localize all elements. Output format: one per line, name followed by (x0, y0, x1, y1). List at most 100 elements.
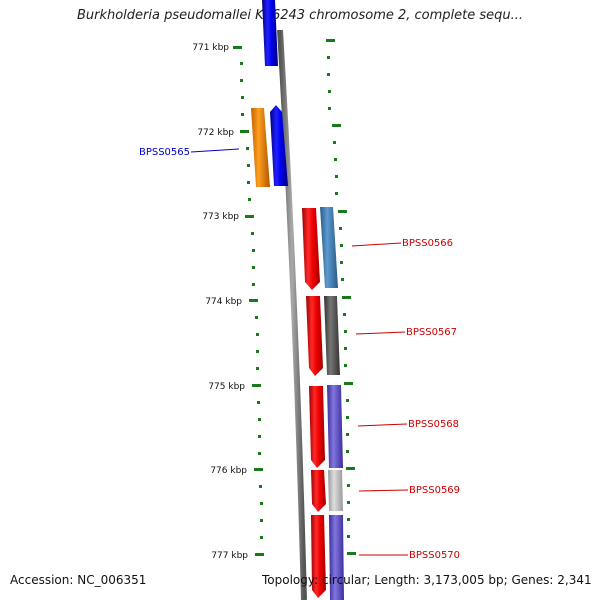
tick-minor (346, 416, 349, 419)
gene-label-bpss0568[interactable]: BPSS0568 (408, 419, 459, 430)
tick-minor (346, 450, 349, 453)
tick-minor (347, 518, 350, 521)
tick-major (249, 299, 258, 302)
topology-text: Topology: circular; Length: 3,173,005 bp… (262, 573, 592, 587)
tick-label: 771 kbp (192, 43, 229, 53)
reverse-strand-genes (302, 208, 326, 598)
tick-label: 776 kbp (210, 466, 247, 476)
tick-minor (341, 278, 344, 281)
tick-minor (347, 501, 350, 504)
tick-minor (334, 158, 337, 161)
tick-major (245, 215, 254, 218)
gene-feature-bpss0569[interactable] (311, 470, 326, 512)
forward-strand-genes (251, 0, 288, 187)
leader-line-bpss0569 (358, 489, 409, 492)
tick-minor (257, 401, 260, 404)
leader-line-bpss0567 (355, 331, 406, 335)
tick-minor (256, 350, 259, 353)
gene-feature-bpss0568[interactable] (309, 386, 325, 468)
tick-minor (344, 347, 347, 350)
tick-minor (335, 192, 338, 195)
cog-feature-bpss0570[interactable] (329, 515, 344, 600)
gene-label-bpss0569[interactable]: BPSS0569 (409, 485, 460, 496)
tick-minor (344, 364, 347, 367)
tick-minor (255, 316, 258, 319)
cog-feature-bpss0566[interactable] (320, 207, 338, 288)
leader-line-bpss0565 (190, 148, 240, 153)
tick-major (342, 296, 351, 299)
tick-minor (328, 90, 331, 93)
tick-minor (327, 73, 330, 76)
tick-minor (340, 261, 343, 264)
tick-minor (333, 141, 336, 144)
tick-minor (346, 399, 349, 402)
tick-label: 773 kbp (202, 212, 239, 222)
tick-labels: 771 kbp 772 kbp 773 kbp 774 kbp 775 kbp … (192, 43, 248, 561)
tick-minor (241, 96, 244, 99)
tick-minor (335, 175, 338, 178)
tick-track-right (326, 39, 356, 555)
gene-label-bpss0566[interactable]: BPSS0566 (402, 238, 453, 249)
tick-minor (340, 244, 343, 247)
tick-major (332, 124, 341, 127)
cog-category-track (320, 207, 344, 600)
tick-major (254, 468, 263, 471)
leader-line-bpss0568 (357, 423, 408, 427)
cog-feature-bpss0569[interactable] (328, 470, 343, 511)
tick-minor (256, 367, 259, 370)
gene-labels: BPSS0565 BPSS0566 BPSS0567 BPSS0568 BPSS… (139, 147, 460, 561)
tick-major (326, 39, 335, 42)
tick-major (240, 130, 249, 133)
tick-minor (251, 232, 254, 235)
gene-feature-bpss0566[interactable] (302, 208, 320, 290)
tick-minor (258, 452, 261, 455)
chromosome-backbone (277, 29, 307, 600)
gene-label-bpss0567[interactable]: BPSS0567 (406, 327, 457, 338)
tick-track-left (233, 46, 264, 556)
cog-feature-bpss0568[interactable] (327, 385, 343, 468)
accession-text: Accession: NC_006351 (10, 573, 147, 587)
tick-minor (247, 164, 250, 167)
tick-minor (339, 227, 342, 230)
tick-minor (252, 266, 255, 269)
tick-minor (246, 147, 249, 150)
tick-label: 775 kbp (208, 382, 245, 392)
tick-minor (260, 536, 263, 539)
tick-minor (259, 485, 262, 488)
tick-minor (241, 113, 244, 116)
tick-minor (258, 435, 261, 438)
tick-major (346, 467, 355, 470)
tick-minor (344, 330, 347, 333)
tick-minor (260, 502, 263, 505)
tick-minor (247, 181, 250, 184)
tick-major (252, 384, 261, 387)
tick-minor (347, 484, 350, 487)
gene-feature-bpss0565[interactable] (270, 105, 288, 186)
tick-minor (328, 107, 331, 110)
tick-major (347, 552, 356, 555)
tick-minor (343, 313, 346, 316)
gene-label-bpss0565[interactable]: BPSS0565 (139, 147, 190, 158)
gene-label-bpss0570[interactable]: BPSS0570 (409, 550, 460, 561)
cog-feature-bpss0567[interactable] (324, 296, 340, 375)
tick-major (338, 210, 347, 213)
tick-minor (347, 535, 350, 538)
tick-minor (252, 283, 255, 286)
cog-feature-bpss0565[interactable] (251, 108, 270, 187)
tick-minor (346, 433, 349, 436)
tick-minor (248, 198, 251, 201)
tick-minor (260, 519, 263, 522)
tick-minor (252, 249, 255, 252)
tick-major (255, 553, 264, 556)
tick-major (344, 382, 353, 385)
gene-feature-forward[interactable] (262, 0, 278, 66)
tick-minor (240, 79, 243, 82)
gene-feature-bpss0570[interactable] (311, 515, 326, 598)
leader-line-bpss0566 (351, 242, 402, 247)
tick-label: 777 kbp (211, 551, 248, 561)
map-title: Burkholderia pseudomallei K96243 chromos… (76, 8, 524, 23)
tick-label: 772 kbp (197, 128, 234, 138)
gene-feature-bpss0567[interactable] (306, 296, 323, 376)
